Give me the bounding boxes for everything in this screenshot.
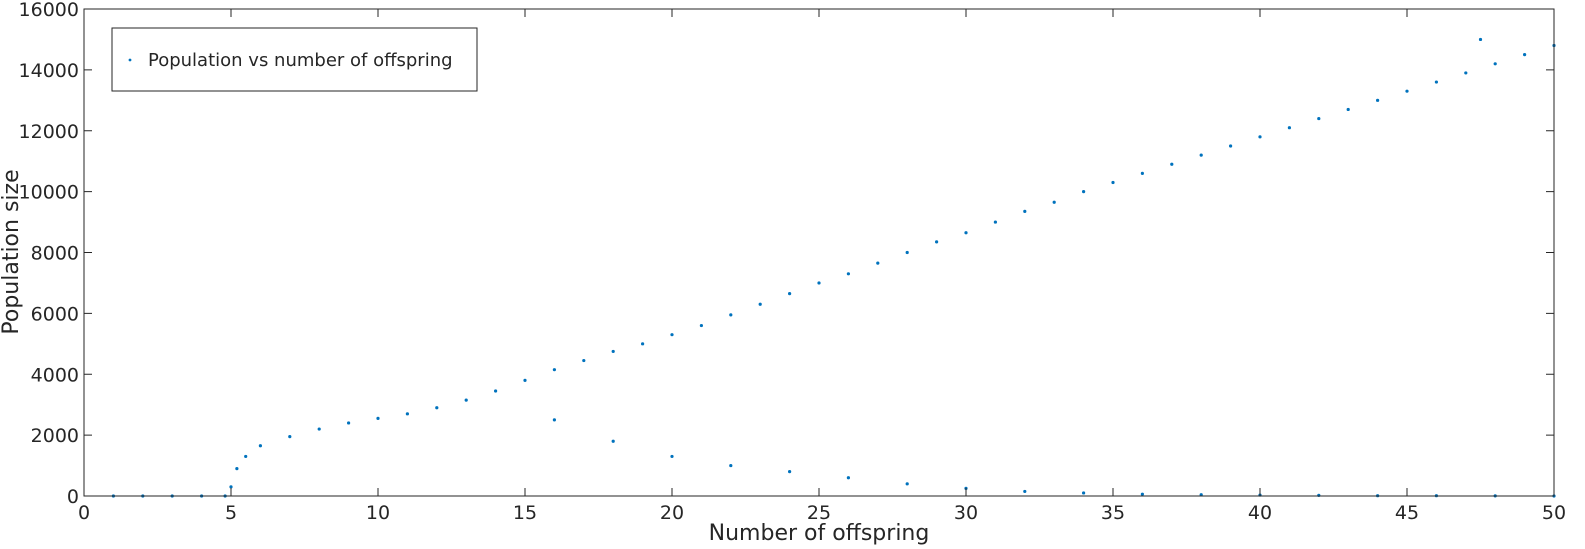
data-point	[435, 406, 439, 410]
legend: Population vs number of offspring	[111, 27, 478, 92]
data-point	[788, 291, 792, 296]
data-point	[1052, 200, 1056, 204]
x-tick-label: 40	[1248, 502, 1272, 524]
data-point	[935, 240, 939, 244]
data-point	[846, 272, 851, 276]
x-tick-label: 30	[954, 502, 978, 524]
data-point	[729, 463, 733, 468]
y-tick-label: 4000	[31, 364, 79, 386]
data-point	[464, 398, 468, 402]
x-tick-label: 35	[1101, 502, 1125, 524]
data-point	[788, 470, 792, 474]
y-tick-label: 6000	[31, 303, 79, 325]
x-tick-label: 15	[513, 502, 537, 524]
data-point	[1317, 493, 1321, 497]
data-point	[1111, 180, 1115, 185]
legend-label: Population vs number of offspring	[148, 50, 453, 71]
data-point	[817, 281, 821, 285]
data-point	[317, 427, 321, 431]
x-tick-label: 20	[660, 502, 684, 524]
data-point	[1287, 126, 1291, 130]
data-point	[905, 250, 909, 255]
data-point	[611, 349, 615, 354]
data-point	[964, 231, 968, 235]
y-tick-label: 10000	[19, 182, 79, 204]
data-point	[405, 412, 409, 416]
data-point	[670, 333, 674, 337]
data-point	[552, 418, 557, 422]
x-tick-label: 10	[366, 502, 390, 524]
y-tick-label: 16000	[19, 0, 79, 21]
x-tick-label: 45	[1395, 502, 1419, 524]
data-point	[1229, 144, 1233, 148]
y-tick-label: 12000	[19, 121, 79, 143]
y-tick-label: 14000	[19, 60, 79, 82]
data-point	[846, 476, 851, 480]
data-point	[1082, 190, 1086, 194]
data-point	[905, 482, 909, 486]
data-point	[670, 454, 674, 459]
data-point	[1464, 71, 1468, 75]
data-point	[1405, 89, 1409, 93]
legend-marker	[128, 58, 132, 62]
data-point	[1170, 162, 1174, 166]
data-point	[523, 378, 527, 382]
axis-ticks-layer: 0 5 10 15 20 25 30 35 40 45 50 0 2000 4000 6000 8000 100…	[19, 0, 1567, 524]
data-point	[1082, 491, 1086, 495]
data-point	[611, 439, 615, 443]
x-tick-label: 50	[1542, 502, 1566, 524]
x-tick-label: 5	[225, 502, 237, 524]
data-point	[347, 421, 351, 425]
data-point	[1023, 489, 1027, 494]
data-point	[235, 467, 239, 471]
y-axis-title: Population size	[0, 169, 24, 334]
y-tick-label: 2000	[31, 425, 79, 447]
data-point	[876, 261, 880, 265]
data-point	[1140, 171, 1144, 175]
data-point	[641, 342, 645, 346]
data-point	[244, 454, 248, 459]
data-point	[288, 435, 292, 439]
data-point	[1434, 80, 1438, 84]
data-point	[993, 220, 998, 224]
data-point	[699, 323, 704, 328]
data-point	[229, 485, 233, 489]
data-point	[1376, 98, 1380, 102]
data-point	[1258, 135, 1262, 139]
data-point	[1199, 153, 1203, 157]
x-axis-title: Number of offspring	[709, 521, 930, 546]
data-point	[758, 302, 762, 306]
data-point	[552, 368, 557, 372]
data-point	[376, 416, 380, 420]
data-point	[258, 444, 262, 448]
x-tick-label: 25	[807, 502, 831, 524]
data-point	[1523, 53, 1527, 57]
data-point	[1140, 492, 1144, 496]
legend-box	[111, 27, 478, 92]
data-point	[729, 313, 733, 317]
data-point	[1023, 209, 1027, 214]
x-tick-label: 0	[78, 502, 90, 524]
data-point	[1346, 107, 1350, 112]
data-point	[1317, 116, 1321, 121]
data-point	[1493, 62, 1497, 66]
data-point	[582, 358, 586, 363]
y-tick-label: 8000	[31, 243, 79, 265]
y-tick-label: 0	[67, 486, 79, 508]
data-point	[1478, 37, 1483, 42]
data-point	[494, 389, 498, 393]
